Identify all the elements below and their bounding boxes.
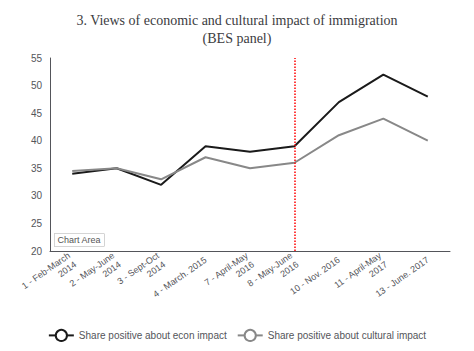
svg-text:25: 25 (31, 218, 43, 229)
svg-text:2 - May-June: 2 - May-June (67, 250, 117, 289)
svg-text:11 - April-May: 11 - April-May (332, 250, 383, 291)
svg-text:Share positive about cultural: Share positive about cultural impact (268, 330, 427, 341)
svg-text:2017: 2017 (367, 259, 389, 279)
svg-text:7 - April-May: 7 - April-May (202, 250, 250, 288)
svg-text:50: 50 (31, 80, 43, 91)
svg-text:40: 40 (31, 135, 43, 146)
svg-text:2016: 2016 (233, 259, 256, 280)
svg-text:13 - June. 2017: 13 - June. 2017 (374, 255, 431, 299)
svg-text:4 - March. 2015: 4 - March. 2015 (151, 255, 208, 299)
svg-text:2016: 2016 (278, 259, 300, 279)
svg-text:Chart Area: Chart Area (58, 235, 101, 245)
svg-text:2014: 2014 (100, 259, 123, 280)
svg-text:55: 55 (31, 53, 43, 64)
svg-text:3. Views of economic and cultu: 3. Views of economic and cultural impact… (76, 13, 397, 28)
svg-text:8 - May-June: 8 - May-June (245, 250, 295, 289)
svg-text:20: 20 (31, 246, 43, 257)
svg-text:45: 45 (31, 108, 43, 119)
svg-text:35: 35 (31, 163, 43, 174)
svg-text:1 - Feb-March: 1 - Feb-March (19, 250, 72, 291)
svg-text:30: 30 (31, 190, 43, 201)
svg-text:Share positive about econ impa: Share positive about econ impact (79, 330, 227, 341)
svg-text:(BES panel): (BES panel) (203, 31, 272, 47)
svg-text:2014: 2014 (145, 259, 167, 279)
svg-text:10 - Nov. 2016: 10 - Nov. 2016 (288, 255, 342, 297)
svg-text:2014: 2014 (56, 259, 79, 280)
svg-text:3 - Sept-Oct: 3 - Sept-Oct (115, 250, 161, 287)
